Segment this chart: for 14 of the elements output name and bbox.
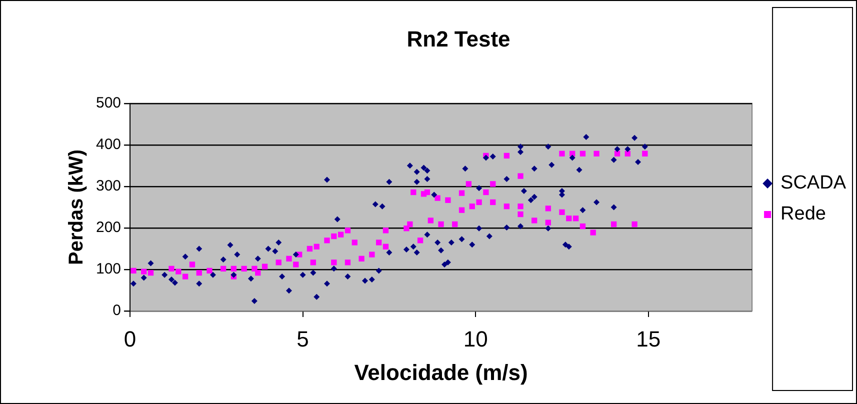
y-tick-label: 500 <box>96 94 122 112</box>
legend-label: Rede <box>780 204 826 225</box>
x-tick-label: 10 <box>463 326 488 352</box>
legend-label: SCADA <box>780 172 846 194</box>
chart-title: Rn2 Teste <box>406 26 510 52</box>
y-tick-label: 300 <box>96 178 122 195</box>
y-tick-label: 0 <box>112 302 122 320</box>
y-tick-label: 100 <box>96 260 122 278</box>
y-tick-label: 400 <box>96 136 122 154</box>
x-tick-label: 5 <box>296 326 309 352</box>
y-tick-label: 200 <box>96 219 122 236</box>
y-axis-title: Perdas (kW) <box>66 149 88 265</box>
x-tick-label: 15 <box>636 326 661 352</box>
x-axis-title: Velocidade (m/s) <box>354 360 528 385</box>
